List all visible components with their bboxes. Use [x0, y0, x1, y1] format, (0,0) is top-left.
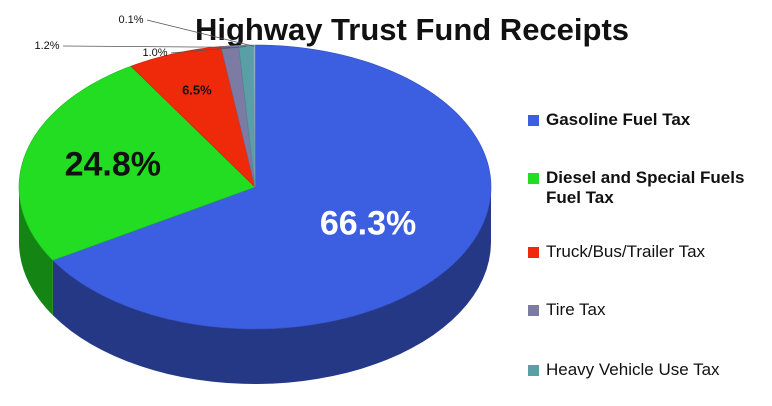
- data-label: 6.5%: [182, 82, 212, 97]
- legend-item: Heavy Vehicle Use Tax: [528, 360, 768, 380]
- legend-swatch: [528, 247, 539, 258]
- data-label: 1.0%: [142, 47, 167, 59]
- legend-swatch: [528, 173, 539, 184]
- legend-item: Gasoline Fuel Tax: [528, 110, 768, 130]
- pie-sides: [19, 187, 491, 384]
- slice-side: [52, 187, 491, 384]
- slice: [130, 46, 256, 188]
- leader-line: [62, 45, 231, 48]
- data-label: 24.8%: [65, 145, 161, 183]
- data-label: 66.3%: [320, 204, 416, 242]
- pie-tops: [18, 44, 492, 330]
- legend-swatch: [528, 305, 539, 316]
- legend-label: Truck/Bus/Trailer Tax: [546, 242, 706, 261]
- legend-swatch: [528, 365, 539, 376]
- slice: [253, 44, 256, 188]
- legend-item: Truck/Bus/Trailer Tax: [528, 242, 768, 262]
- slice: [18, 65, 256, 261]
- slice: [52, 44, 492, 330]
- leader-line: [146, 19, 255, 47]
- legend-label: Diesel and Special Fuels Fuel Tax: [546, 168, 745, 207]
- data-label: 1.2%: [34, 40, 59, 52]
- legend-item: Tire Tax: [528, 300, 768, 320]
- legend-label: Heavy Vehicle Use Tax: [546, 360, 720, 379]
- chart-title: Highway Trust Fund Receipts: [195, 12, 629, 47]
- legend-swatch: [528, 115, 539, 126]
- data-label: 0.1%: [118, 14, 143, 26]
- legend-label: Tire Tax: [546, 300, 606, 319]
- leader-line: [170, 46, 247, 54]
- slice-side: [19, 187, 53, 316]
- legend-item: Diesel and Special Fuels Fuel Tax: [528, 168, 768, 208]
- legend-label: Gasoline Fuel Tax: [546, 110, 691, 129]
